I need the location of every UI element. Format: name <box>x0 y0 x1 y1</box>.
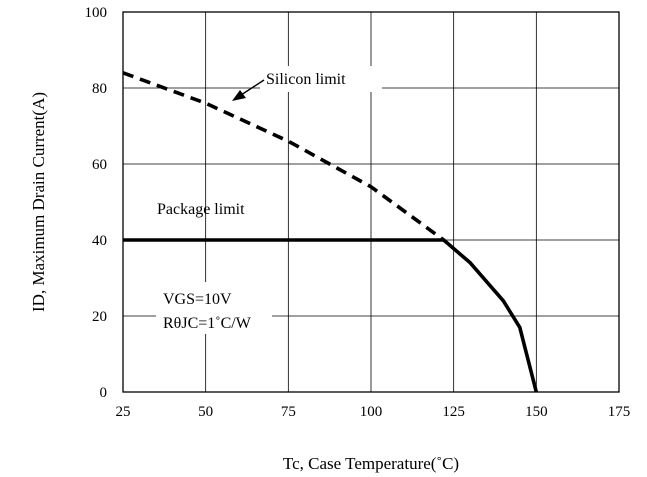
x-tick-label: 125 <box>442 404 465 420</box>
x-tick-label: 150 <box>525 404 548 420</box>
y-tick-label: 40 <box>92 233 107 249</box>
series-line-silicon-limit <box>122 71 445 242</box>
series-lines <box>122 71 539 393</box>
y-tick-label: 60 <box>92 157 107 173</box>
conditions-label-bg <box>156 282 272 334</box>
y-axis-label: ID, Maximum Drain Current(A) <box>29 92 48 312</box>
package-limit-label: Package limit <box>157 201 245 218</box>
x-tick-label: 75 <box>281 404 296 420</box>
x-tick-label: 50 <box>198 404 213 420</box>
y-tick-labels: 0 20 40 60 80 100 <box>85 5 108 401</box>
y-tick-label: 0 <box>100 385 108 401</box>
vgs-condition-label: VGS=10V <box>163 291 232 308</box>
x-tick-labels: 25 50 75 100 125 150 175 <box>116 404 631 420</box>
x-axis-label: Tc, Case Temperature(˚C) <box>283 454 459 473</box>
y-tick-label: 20 <box>92 309 107 325</box>
x-tick-label: 175 <box>608 404 631 420</box>
plot-frame <box>122 11 620 393</box>
x-tick-label: 100 <box>360 404 383 420</box>
silicon-limit-label-bg <box>260 66 382 92</box>
series-line-package-limit <box>123 238 539 393</box>
silicon-limit-label: Silicon limit <box>266 71 346 88</box>
silicon-limit-arrow-head <box>232 90 246 101</box>
y-tick-label: 100 <box>85 5 108 21</box>
rthjc-condition-label: RθJC=1˚C/W <box>163 315 252 332</box>
y-tick-label: 80 <box>92 81 107 97</box>
silicon-limit-annotation: Silicon limit <box>232 66 382 101</box>
x-tick-label: 25 <box>116 404 131 420</box>
